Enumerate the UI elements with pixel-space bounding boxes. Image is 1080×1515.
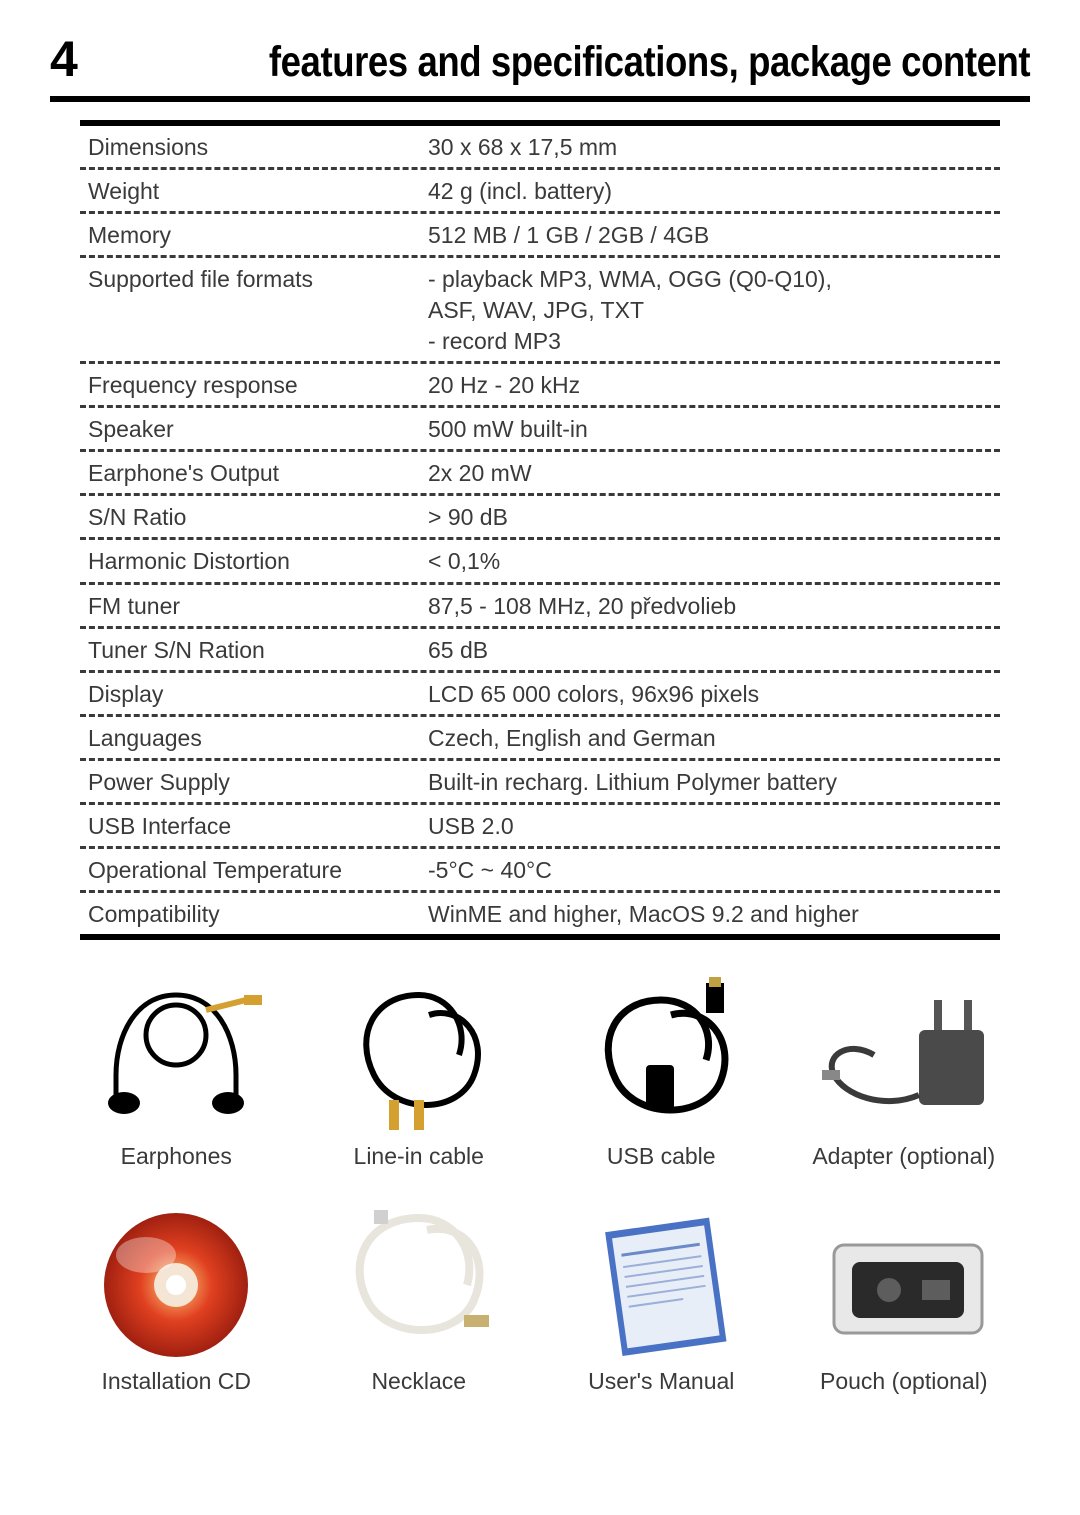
- spec-row: USB InterfaceUSB 2.0: [80, 805, 1000, 849]
- package-item-label: Pouch (optional): [798, 1368, 1011, 1395]
- pouch-icon: [798, 1200, 1011, 1360]
- spec-value: 2x 20 mW: [428, 458, 992, 489]
- spec-label: S/N Ratio: [88, 502, 428, 533]
- page-header: 4 features and specifications, package c…: [50, 30, 1030, 102]
- package-item: USB cable: [555, 975, 768, 1170]
- spec-value: Built-in recharg. Lithium Polymer batter…: [428, 767, 992, 798]
- spec-label: Speaker: [88, 414, 428, 445]
- spec-row: Speaker500 mW built-in: [80, 408, 1000, 452]
- spec-label: Display: [88, 679, 428, 710]
- spec-label: USB Interface: [88, 811, 428, 842]
- spec-label: Dimensions: [88, 132, 428, 163]
- spec-value: Czech, English and German: [428, 723, 992, 754]
- package-item-label: Installation CD: [70, 1368, 283, 1395]
- spec-value: USB 2.0: [428, 811, 992, 842]
- spec-label: Harmonic Distortion: [88, 546, 428, 577]
- spec-row: Supported file formats- playback MP3, WM…: [80, 258, 1000, 364]
- usb-icon: [555, 975, 768, 1135]
- spec-value: -5°C ~ 40°C: [428, 855, 992, 886]
- package-item-label: User's Manual: [555, 1368, 768, 1395]
- package-item: Line-in cable: [313, 975, 526, 1170]
- spec-value: 512 MB / 1 GB / 2GB / 4GB: [428, 220, 992, 251]
- cd-icon: [70, 1200, 283, 1360]
- spec-row: CompatibilityWinME and higher, MacOS 9.2…: [80, 893, 1000, 934]
- spec-row: Harmonic Distortion< 0,1%: [80, 540, 1000, 584]
- spec-row: Tuner S/N Ration65 dB: [80, 629, 1000, 673]
- spec-label: Languages: [88, 723, 428, 754]
- package-item-label: Adapter (optional): [798, 1143, 1011, 1170]
- package-item: Installation CD: [70, 1200, 283, 1395]
- spec-value: 87,5 - 108 MHz, 20 předvolieb: [428, 591, 992, 622]
- earphones-icon: [70, 975, 283, 1135]
- spec-row: Dimensions30 x 68 x 17,5 mm: [80, 126, 1000, 170]
- package-item-label: USB cable: [555, 1143, 768, 1170]
- spec-value: 20 Hz - 20 kHz: [428, 370, 992, 401]
- spec-row: S/N Ratio> 90 dB: [80, 496, 1000, 540]
- spec-label: Weight: [88, 176, 428, 207]
- package-item: Pouch (optional): [798, 1200, 1011, 1395]
- spec-value: 65 dB: [428, 635, 992, 666]
- spec-label: Supported file formats: [88, 264, 428, 357]
- spec-value: LCD 65 000 colors, 96x96 pixels: [428, 679, 992, 710]
- spec-row: DisplayLCD 65 000 colors, 96x96 pixels: [80, 673, 1000, 717]
- spec-label: Power Supply: [88, 767, 428, 798]
- spec-label: FM tuner: [88, 591, 428, 622]
- package-item: Earphones: [70, 975, 283, 1170]
- package-item-label: Necklace: [313, 1368, 526, 1395]
- adapter-icon: [798, 975, 1011, 1135]
- spec-label: Compatibility: [88, 899, 428, 930]
- spec-value: 500 mW built-in: [428, 414, 992, 445]
- spec-row: Power SupplyBuilt-in recharg. Lithium Po…: [80, 761, 1000, 805]
- page-number: 4: [50, 30, 77, 88]
- spec-row: FM tuner87,5 - 108 MHz, 20 předvolieb: [80, 585, 1000, 629]
- spec-value: WinME and higher, MacOS 9.2 and higher: [428, 899, 992, 930]
- spec-row: Operational Temperature-5°C ~ 40°C: [80, 849, 1000, 893]
- spec-value: - playback MP3, WMA, OGG (Q0-Q10), ASF, …: [428, 264, 992, 357]
- linein-icon: [313, 975, 526, 1135]
- necklace-icon: [313, 1200, 526, 1360]
- package-item: Necklace: [313, 1200, 526, 1395]
- spec-row: Memory512 MB / 1 GB / 2GB / 4GB: [80, 214, 1000, 258]
- spec-label: Operational Temperature: [88, 855, 428, 886]
- spec-value: > 90 dB: [428, 502, 992, 533]
- package-item-label: Earphones: [70, 1143, 283, 1170]
- manual-icon: [555, 1200, 768, 1360]
- spec-label: Tuner S/N Ration: [88, 635, 428, 666]
- spec-row: Weight42 g (incl. battery): [80, 170, 1000, 214]
- package-item: User's Manual: [555, 1200, 768, 1395]
- spec-row: Frequency response20 Hz - 20 kHz: [80, 364, 1000, 408]
- spec-label: Memory: [88, 220, 428, 251]
- spec-row: LanguagesCzech, English and German: [80, 717, 1000, 761]
- spec-row: Earphone's Output2x 20 mW: [80, 452, 1000, 496]
- spec-table: Dimensions30 x 68 x 17,5 mmWeight42 g (i…: [80, 120, 1000, 940]
- page-title: features and specifications, package con…: [241, 38, 1030, 87]
- spec-value: < 0,1%: [428, 546, 992, 577]
- spec-label: Frequency response: [88, 370, 428, 401]
- package-grid: Earphones Line-in cable USB cable Adapte…: [70, 975, 1010, 1395]
- spec-value: 42 g (incl. battery): [428, 176, 992, 207]
- package-item: Adapter (optional): [798, 975, 1011, 1170]
- package-item-label: Line-in cable: [313, 1143, 526, 1170]
- spec-value: 30 x 68 x 17,5 mm: [428, 132, 992, 163]
- spec-label: Earphone's Output: [88, 458, 428, 489]
